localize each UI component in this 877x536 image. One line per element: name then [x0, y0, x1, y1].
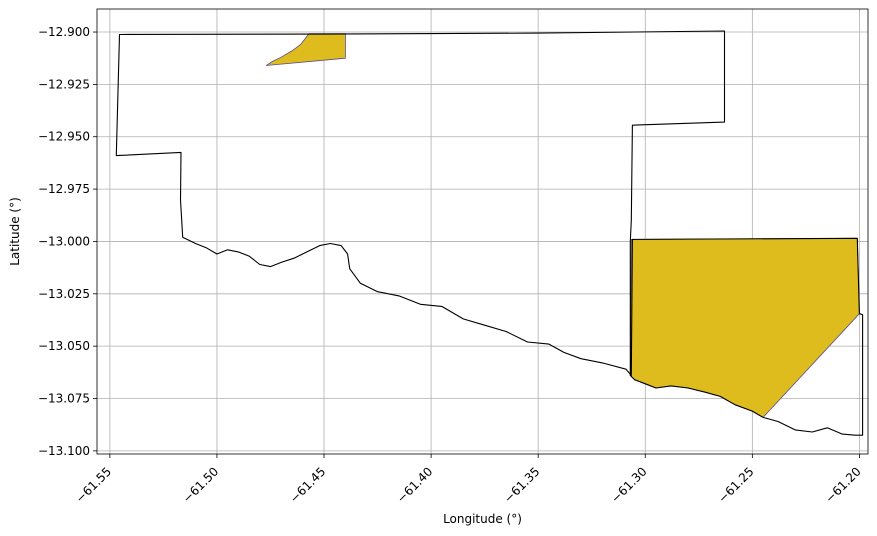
plot-area-frame — [96, 8, 869, 455]
y-tick-label: −12.950 — [38, 130, 90, 144]
y-tick-label: −13.100 — [38, 444, 90, 458]
grid-layer — [97, 9, 868, 454]
y-tick-label: −12.900 — [38, 25, 90, 39]
y-axis-title: Latitude (°) — [8, 197, 22, 266]
region-boundary — [115, 30, 864, 436]
y-tick-label: −13.075 — [38, 392, 90, 406]
y-tick-label: −12.925 — [38, 77, 90, 91]
x-axis-title: Longitude (°) — [443, 512, 522, 526]
highlighted-area-1 — [265, 33, 346, 66]
boundary-layer — [115, 30, 864, 436]
y-tick-label: −13.000 — [38, 234, 90, 248]
y-tick-label: −13.025 — [38, 287, 90, 301]
y-tick-label: −13.050 — [38, 339, 90, 353]
y-tick-label: −12.975 — [38, 182, 90, 196]
